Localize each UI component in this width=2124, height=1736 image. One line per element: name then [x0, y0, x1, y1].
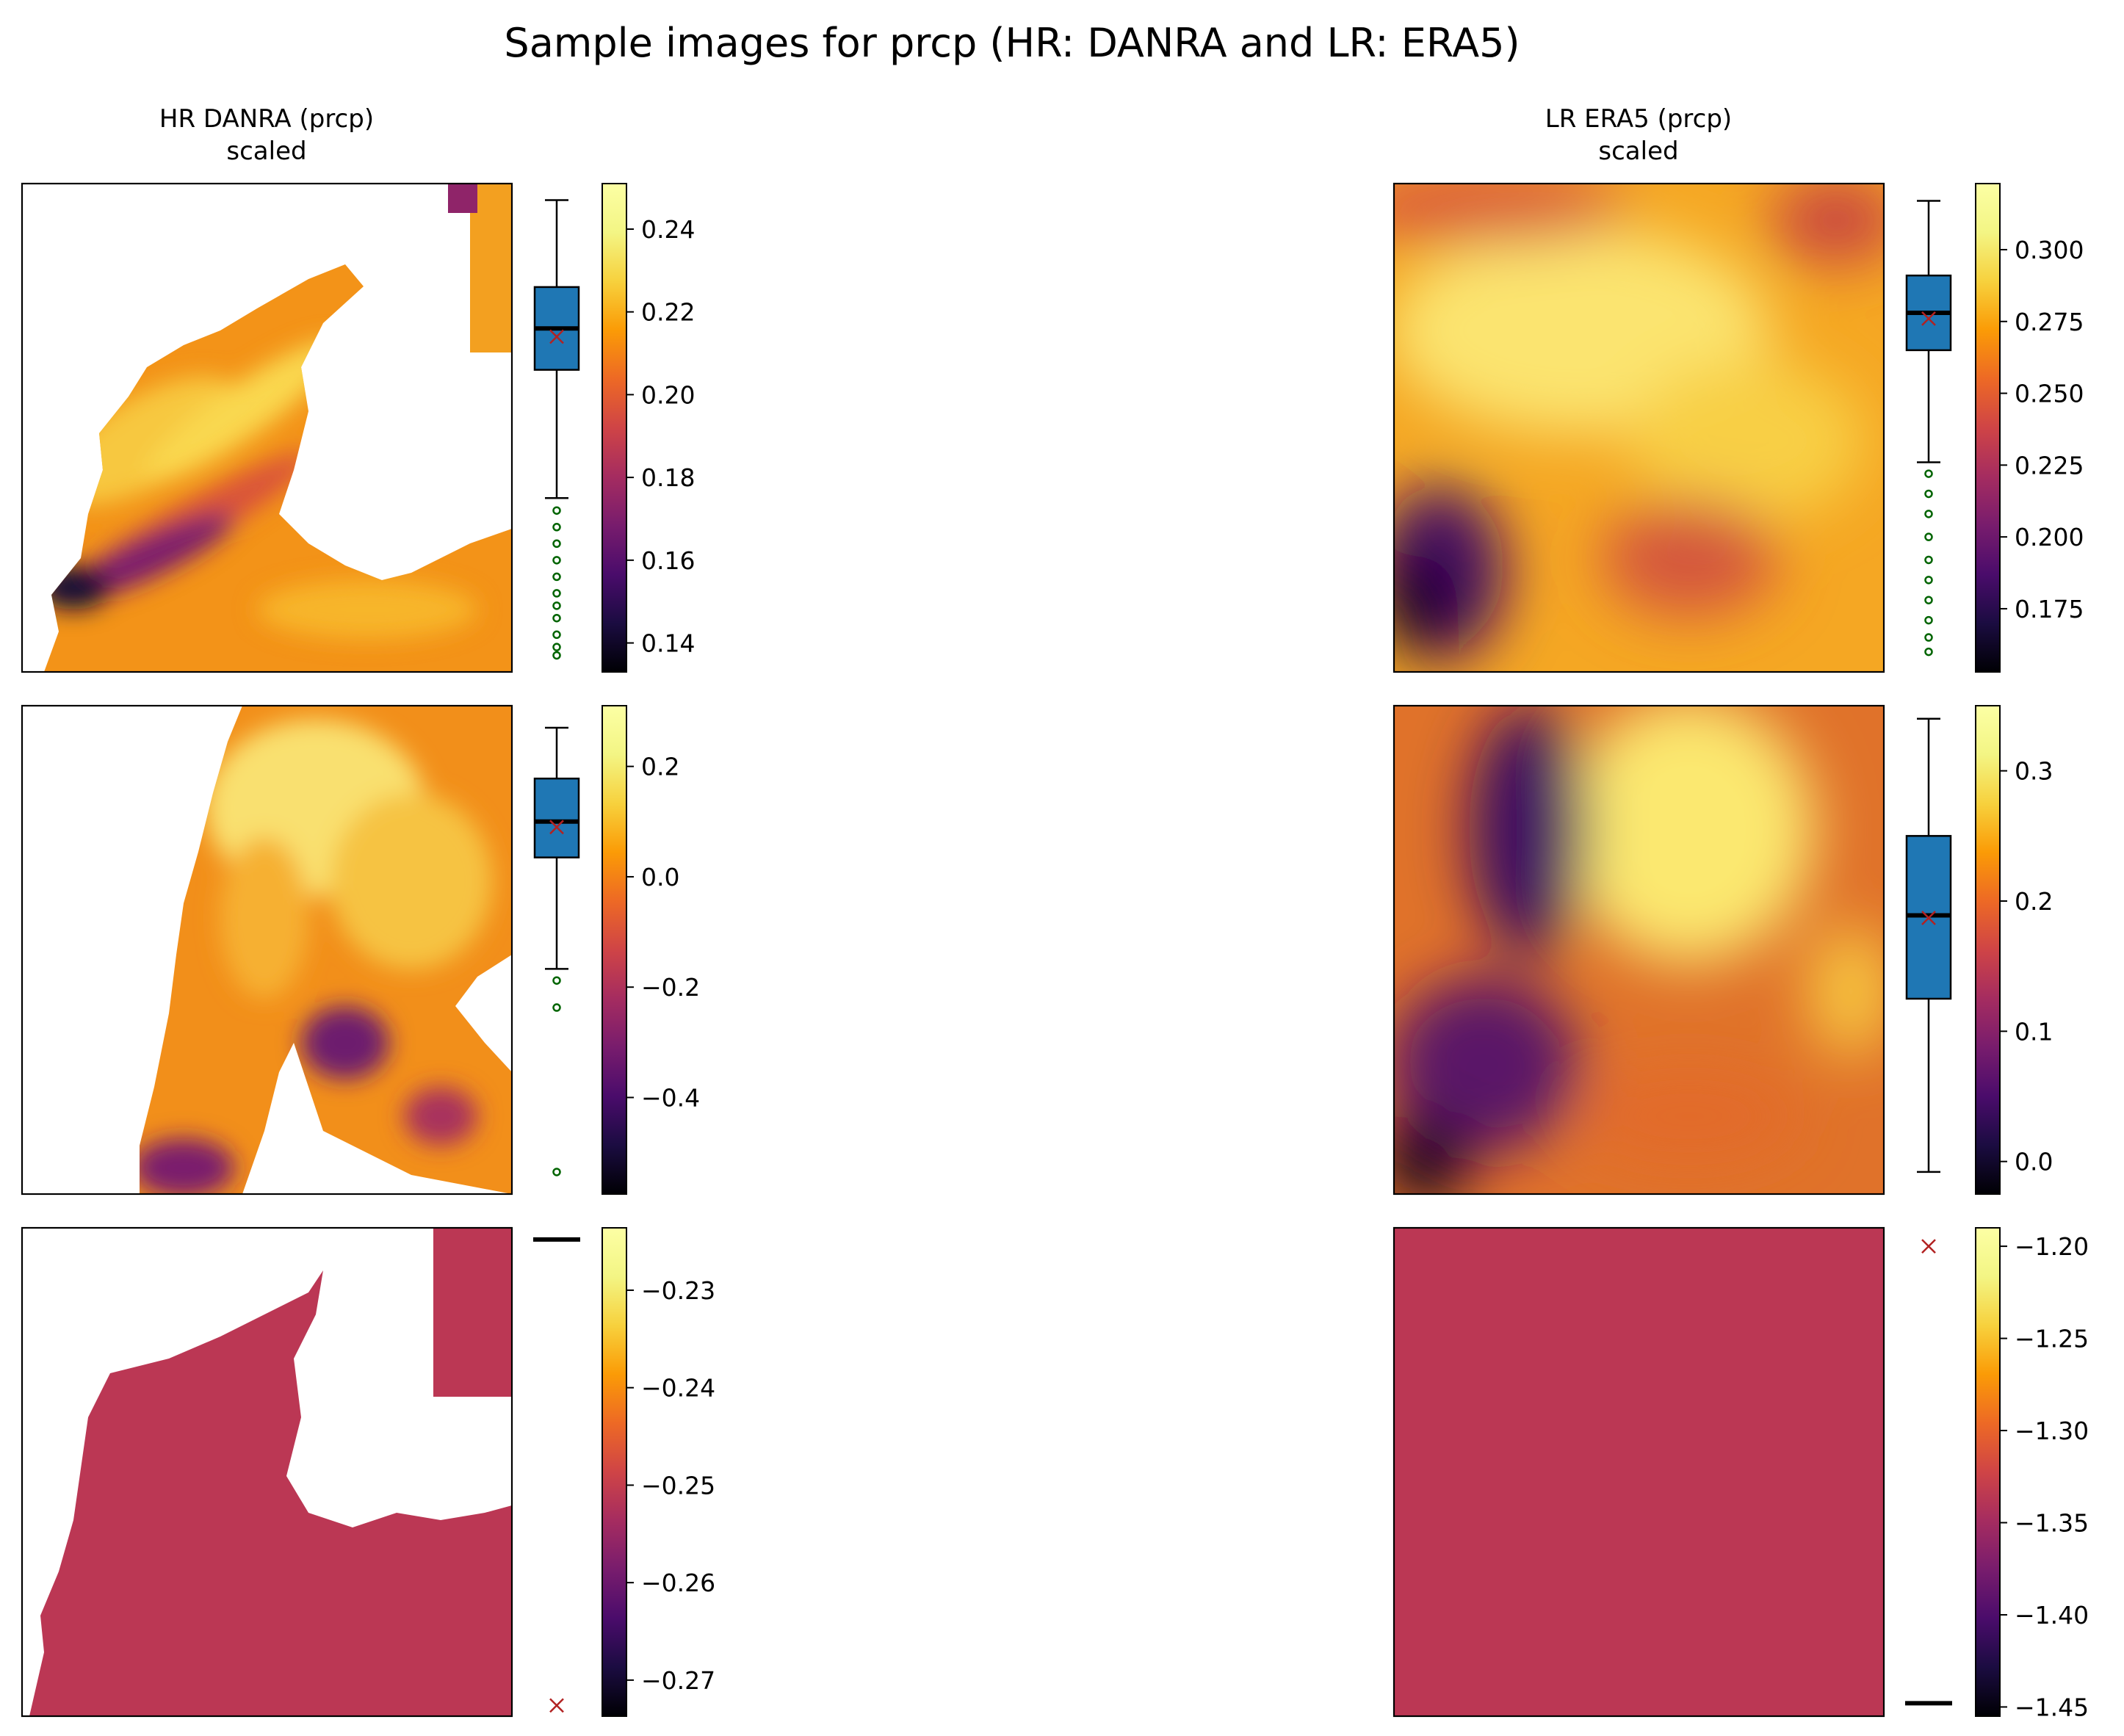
colorbar	[602, 705, 627, 1195]
colorbar	[1975, 705, 2001, 1195]
box-outlier	[1924, 596, 1933, 604]
colorbar-tick-label: −0.25	[641, 1471, 715, 1500]
box-mean-marker	[549, 820, 564, 835]
colorbar-tick-label: −0.27	[641, 1666, 715, 1695]
box-outlier	[552, 613, 561, 623]
panel-frame	[21, 182, 513, 673]
box-outlier	[1924, 555, 1933, 565]
col-title-hr-line1: HR DANRA (prcp)	[159, 104, 374, 134]
heatmap-hr-row0	[22, 184, 512, 672]
colorbar-tick-label: 0.200	[2015, 523, 2084, 551]
box-mean-marker	[1921, 311, 1936, 326]
box-outlier	[552, 601, 561, 610]
colorbar-tick-label: 0.22	[641, 298, 695, 327]
box-outlier	[1924, 532, 1933, 541]
box-outlier	[552, 643, 561, 651]
colorbar-tick-label: 0.300	[2015, 236, 2084, 264]
colorbar-tick-label: −1.30	[2015, 1417, 2089, 1445]
box-outlier	[552, 1168, 561, 1176]
colorbar-tick-label: 0.175	[2015, 595, 2084, 623]
colorbar-tick-label: −0.23	[641, 1276, 715, 1305]
colorbar-tick-label: −1.25	[2015, 1325, 2089, 1353]
box-outlier	[1924, 469, 1933, 478]
box-outlier	[552, 1003, 561, 1012]
box-outlier	[552, 523, 561, 532]
colorbar-tick-label: 0.225	[2015, 451, 2084, 480]
box-outlier	[552, 572, 561, 582]
box-mean-marker	[549, 1698, 564, 1713]
colorbar-tick-label: −1.20	[2015, 1232, 2089, 1261]
box-outlier	[1924, 489, 1933, 499]
heatmap-lr-row2	[1394, 1228, 1884, 1716]
colorbar-tick-label: 0.0	[2015, 1148, 2053, 1176]
col-title-lr-line2: scaled	[1598, 137, 1678, 166]
col-title-hr-line2: scaled	[226, 137, 306, 166]
box-mean-marker	[549, 329, 564, 344]
box-iqr	[533, 777, 580, 858]
colorbar-tick-label: −1.40	[2015, 1601, 2089, 1630]
colorbar-tick-label: −0.4	[641, 1084, 700, 1113]
colorbar-tick-label: 0.1	[2015, 1017, 2053, 1046]
colorbar-tick-label: 0.250	[2015, 380, 2084, 408]
colorbar-tick-label: 0.0	[641, 863, 679, 891]
colorbar-tick-label: 0.14	[641, 629, 695, 658]
colorbar-tick-label: 0.3	[2015, 757, 2053, 786]
heatmap-hr-row2	[22, 1228, 512, 1716]
box-outlier	[1924, 615, 1933, 625]
box-mean-marker	[1921, 911, 1936, 925]
colorbar-tick-label: 0.2	[641, 753, 679, 781]
panel-frame	[1392, 1226, 1885, 1718]
panel-frame	[1392, 704, 1885, 1196]
colorbar	[1975, 183, 2001, 673]
colorbar-tick-label: −1.35	[2015, 1509, 2089, 1538]
heatmap-lr-row0	[1394, 184, 1884, 672]
box-outlier	[552, 651, 561, 660]
colorbar-tick-label: −0.26	[641, 1569, 715, 1597]
colorbar-tick-label: 0.24	[641, 215, 695, 244]
colorbar	[1975, 1227, 2001, 1717]
colorbar-tick-label: −1.45	[2015, 1693, 2089, 1721]
figure-title: Sample images for prcp (HR: DANRA and LR…	[504, 20, 1520, 66]
box-outlier	[552, 539, 561, 549]
box-outlier	[1924, 576, 1933, 585]
heatmap-hr-row1	[22, 706, 512, 1194]
heatmap-lr-row1	[1394, 706, 1884, 1194]
box-outlier	[552, 976, 561, 985]
box-outlier	[1924, 510, 1933, 518]
box-outlier	[552, 506, 561, 515]
colorbar	[602, 1227, 627, 1717]
panel-frame	[21, 704, 513, 1196]
colorbar-tick-label: 0.2	[2015, 887, 2053, 916]
colorbar-tick-label: 0.16	[641, 546, 695, 575]
box-outlier	[552, 589, 561, 598]
colorbar-tick-label: −0.2	[641, 973, 700, 1002]
box-mean-marker	[1921, 1239, 1936, 1254]
colorbar	[602, 183, 627, 673]
panel-frame	[21, 1226, 513, 1718]
colorbar-tick-label: 0.275	[2015, 308, 2084, 336]
col-title-lr-line1: LR ERA5 (prcp)	[1545, 104, 1732, 134]
box-outlier	[1924, 647, 1933, 657]
colorbar-tick-label: 0.20	[641, 380, 695, 409]
colorbar-tick-label: 0.18	[641, 463, 695, 492]
colorbar-tick-label: −0.24	[641, 1374, 715, 1403]
box-outlier	[552, 556, 561, 565]
box-outlier	[552, 630, 561, 640]
box-outlier	[1924, 633, 1933, 642]
panel-frame	[1392, 182, 1885, 673]
